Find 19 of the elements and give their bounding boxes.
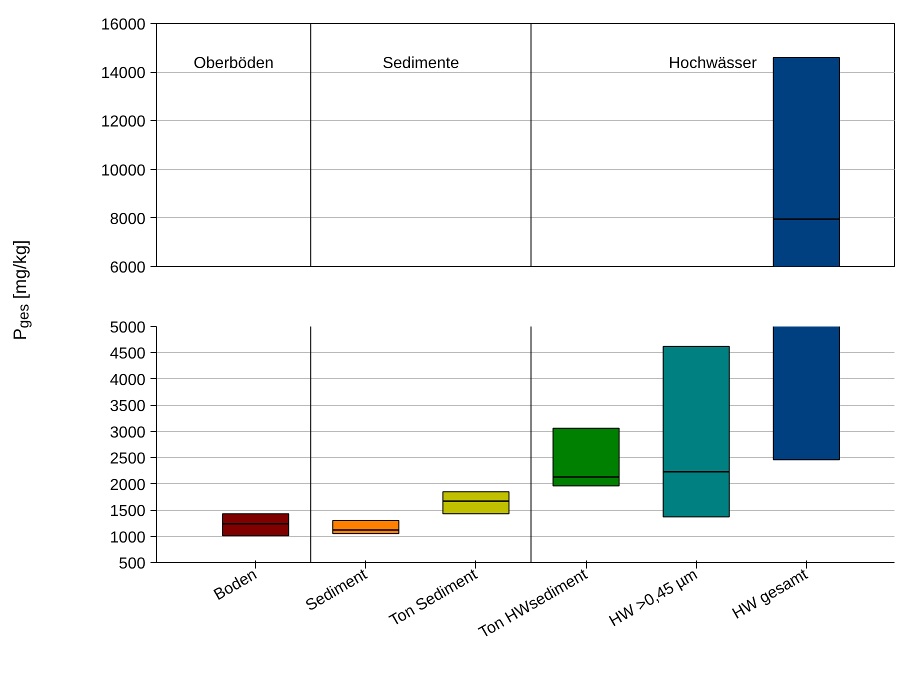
y-tick-label: 500 bbox=[118, 556, 146, 572]
annotation: Hochwässer bbox=[668, 55, 758, 72]
y-tick-label: 3500 bbox=[110, 398, 146, 416]
y-tick-label: 4000 bbox=[110, 372, 146, 389]
y-tick-label: 5000 bbox=[110, 320, 146, 336]
y-tick-label: 12000 bbox=[101, 114, 146, 131]
y-tick-label: 1000 bbox=[110, 529, 146, 546]
y-tick-label: 10000 bbox=[101, 162, 146, 180]
y-tick-label: 8000 bbox=[110, 210, 146, 228]
annotation: Oberböden bbox=[194, 55, 274, 72]
y-tick-label: 2500 bbox=[110, 450, 146, 468]
annotation: Sedimente bbox=[382, 55, 460, 72]
y-tick-label: 2000 bbox=[110, 476, 146, 494]
y-tick-label: 1500 bbox=[110, 503, 146, 520]
y-tick-label: 6000 bbox=[110, 260, 146, 276]
y-tick-label: 16000 bbox=[101, 16, 146, 34]
y-tick-label: 3000 bbox=[110, 424, 146, 442]
y-tick-label: 14000 bbox=[101, 65, 146, 82]
y-tick-label: 4500 bbox=[110, 346, 146, 363]
